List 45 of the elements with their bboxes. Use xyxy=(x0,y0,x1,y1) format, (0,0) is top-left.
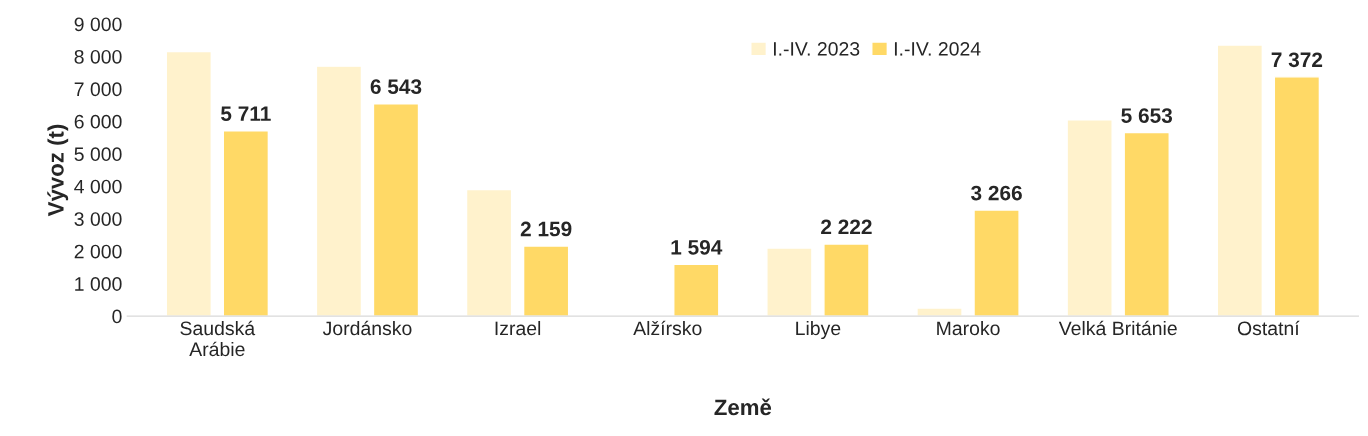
y-axis-title: Vývoz (t) xyxy=(47,124,69,217)
bar xyxy=(165,50,213,317)
bar xyxy=(916,307,963,317)
x-axis-title: Země xyxy=(714,398,772,416)
bar xyxy=(315,65,363,317)
x-tick-label: Alžírsko xyxy=(633,320,702,336)
x-tick-label: Izrael xyxy=(495,320,541,336)
y-tick-label: 4 000 xyxy=(74,179,122,194)
legend-label: I.-IV. 2023 xyxy=(773,41,860,56)
legend-label: I.-IV. 2024 xyxy=(894,41,981,56)
y-tick-label: 7 000 xyxy=(74,82,122,97)
x-tick-label: Maroko xyxy=(937,320,1000,336)
bar xyxy=(1123,131,1170,317)
bar xyxy=(673,263,720,317)
y-tick-label: 0 xyxy=(112,309,122,324)
data-label: 7 372 xyxy=(1271,52,1323,68)
bar xyxy=(1066,119,1113,317)
bar xyxy=(823,243,870,317)
data-label: 6 543 xyxy=(370,79,422,95)
x-tick-label: Ostatní xyxy=(1237,320,1300,336)
data-label: 1 594 xyxy=(671,239,723,255)
bar xyxy=(1216,44,1264,317)
y-tick-label: 5 000 xyxy=(74,147,122,162)
y-tick-label: 6 000 xyxy=(74,114,122,129)
x-tick-label: Velká Británie xyxy=(1058,320,1177,336)
x-tick-label: Jordánsko xyxy=(322,320,412,336)
y-tick-label: 9 000 xyxy=(74,17,122,32)
data-label: 3 266 xyxy=(970,185,1022,201)
bar xyxy=(1273,76,1321,317)
bar xyxy=(372,103,420,317)
y-tick-label: 2 000 xyxy=(74,244,122,259)
bar xyxy=(973,209,1020,317)
bar xyxy=(766,247,813,317)
data-label: 5 653 xyxy=(1121,108,1173,123)
bar xyxy=(522,245,570,317)
y-tick-label: 8 000 xyxy=(74,49,122,64)
x-tick-label: Libye xyxy=(796,320,841,340)
x-tick-label: Saudská Arábie xyxy=(180,320,256,357)
data-label: 5 711 xyxy=(220,106,271,122)
data-label: 2 159 xyxy=(520,221,572,237)
bar xyxy=(222,130,270,317)
y-tick-label: 3 000 xyxy=(74,212,122,226)
y-tick-label: 1 000 xyxy=(75,277,122,291)
data-label: 2 222 xyxy=(821,219,872,235)
bar xyxy=(465,188,513,317)
